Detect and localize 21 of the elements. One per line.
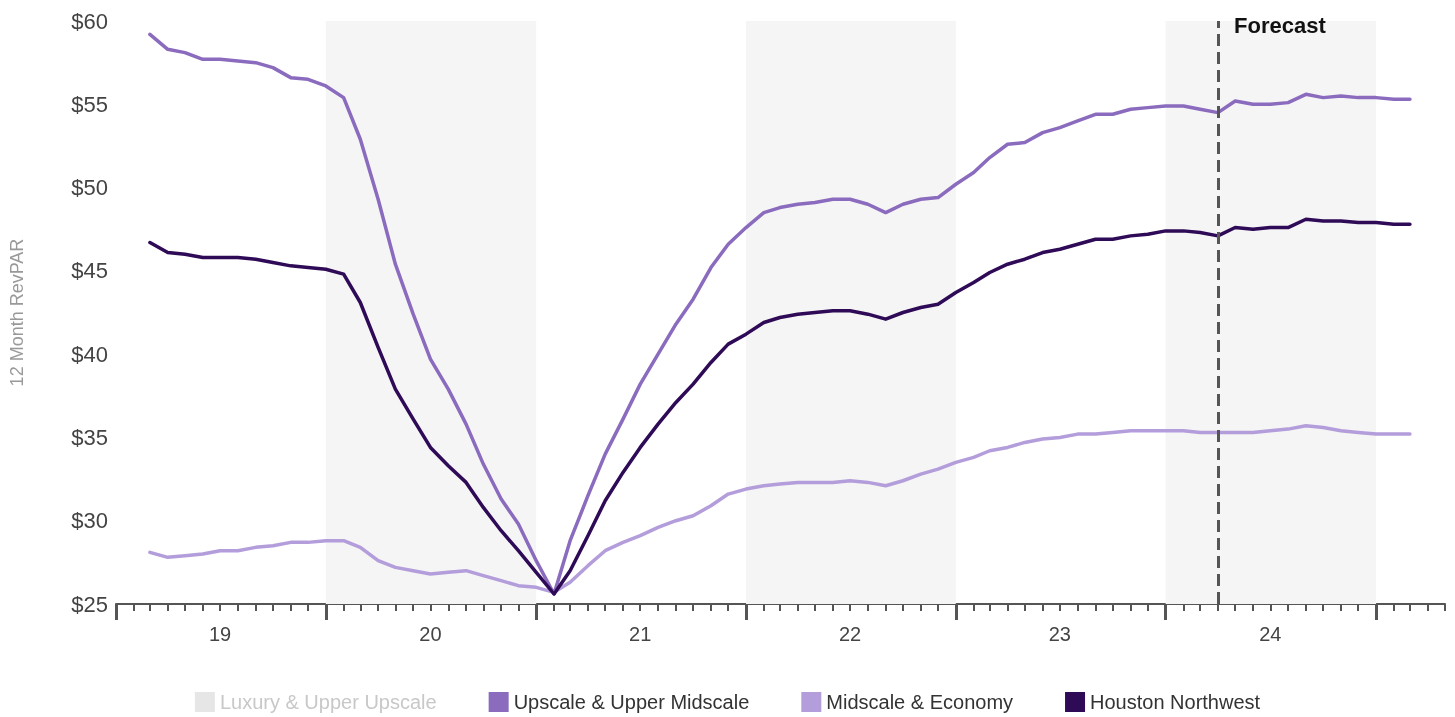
y-axis-title: 12 Month RevPAR	[7, 238, 27, 387]
x-tick-label: 22	[838, 623, 862, 645]
line-series	[148, 424, 1412, 595]
y-tick-label: $50	[71, 175, 108, 201]
ref-line-label: Forecast	[1234, 12, 1327, 38]
x-tick-label: 20	[419, 623, 442, 645]
x-tick-label: 19	[208, 623, 232, 645]
y-tick-label: $40	[71, 341, 108, 367]
y-tick-label: $55	[71, 91, 108, 117]
line-series	[148, 217, 1412, 596]
y-tick-label: $45	[71, 258, 108, 284]
legend-label: Upscale & Upper Midscale	[513, 691, 750, 713]
y-tick-label: $35	[71, 424, 108, 450]
x-tick-label: 21	[629, 623, 652, 645]
y-tick-label: $60	[71, 8, 108, 34]
y-tick-label: $30	[71, 508, 108, 534]
legend-label: Houston Northwest	[1090, 691, 1261, 713]
legend-label: Midscale & Economy	[826, 691, 1014, 713]
x-tick-label: 24	[1259, 623, 1282, 645]
y-tick-label: $25	[71, 591, 108, 617]
x-tick-label: 23	[1048, 623, 1071, 645]
